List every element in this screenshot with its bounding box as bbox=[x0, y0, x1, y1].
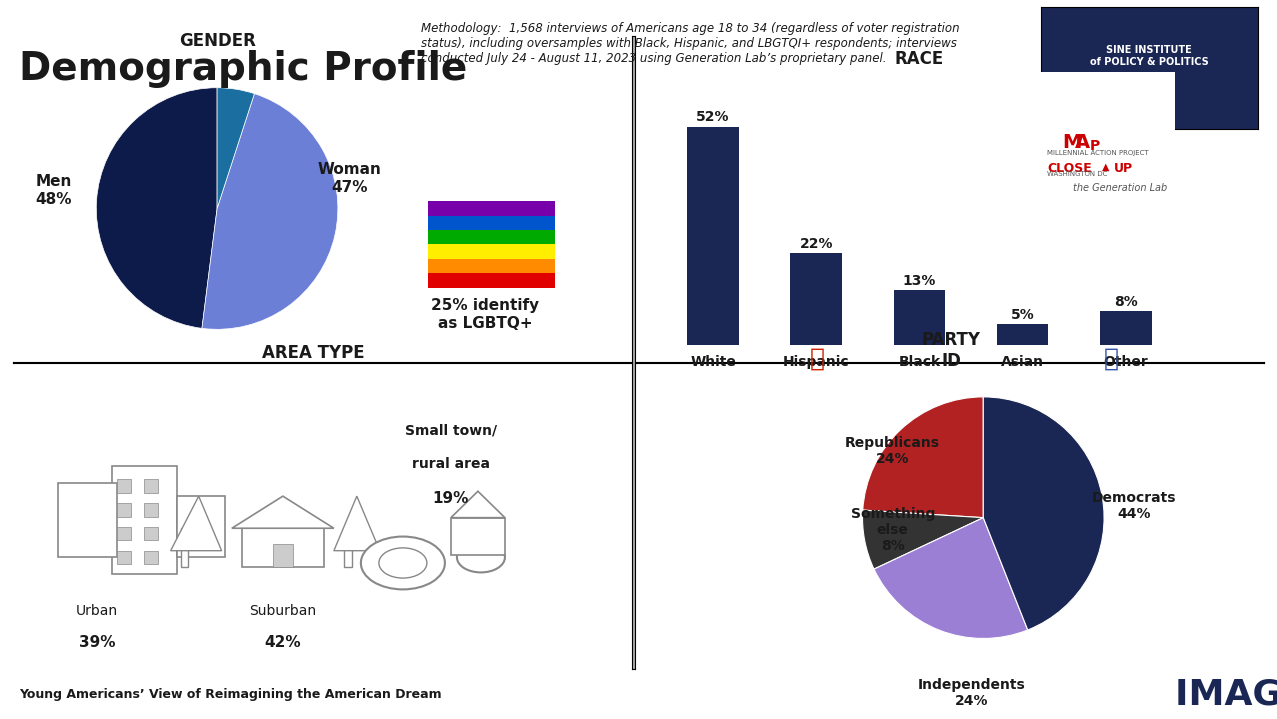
Polygon shape bbox=[451, 491, 504, 518]
Text: 8%: 8% bbox=[1114, 296, 1138, 309]
Text: Non-binary, other 5%: Non-binary, other 5% bbox=[97, 370, 264, 385]
Title: RACE: RACE bbox=[895, 50, 944, 68]
Text: the Generation Lab: the Generation Lab bbox=[1073, 183, 1167, 193]
Text: 52%: 52% bbox=[696, 111, 730, 124]
Text: Republicans
24%: Republicans 24% bbox=[845, 436, 940, 467]
Bar bbox=[687, 127, 739, 345]
Text: rural area: rural area bbox=[412, 457, 490, 471]
Bar bbox=[428, 273, 555, 288]
Bar bbox=[117, 479, 130, 493]
Circle shape bbox=[361, 536, 444, 590]
Bar bbox=[112, 466, 176, 574]
Bar bbox=[997, 324, 1048, 345]
Text: 🫏: 🫏 bbox=[1103, 347, 1119, 371]
Text: 13%: 13% bbox=[903, 275, 936, 288]
Text: A: A bbox=[1075, 133, 1091, 152]
Text: 39%: 39% bbox=[79, 635, 115, 650]
Bar bbox=[57, 482, 117, 557]
Text: Woman
47%: Woman 47% bbox=[318, 162, 382, 195]
Bar bbox=[428, 244, 555, 259]
Text: IMAGE 1: IMAGE 1 bbox=[1175, 678, 1277, 712]
Bar bbox=[144, 503, 158, 516]
Bar bbox=[144, 479, 158, 493]
Text: Urban: Urban bbox=[75, 605, 117, 618]
Bar bbox=[428, 230, 555, 244]
Text: Independents
24%: Independents 24% bbox=[917, 678, 1025, 708]
Text: ▲: ▲ bbox=[1102, 162, 1110, 172]
Text: MILLENNIAL ACTION PROJECT: MILLENNIAL ACTION PROJECT bbox=[1047, 150, 1149, 155]
Text: Methodology:  1,568 interviews of Americans age 18 to 34 (regardless of voter re: Methodology: 1,568 interviews of America… bbox=[421, 22, 960, 65]
Text: UP: UP bbox=[1114, 162, 1133, 175]
Text: Demographic Profile: Demographic Profile bbox=[19, 50, 467, 88]
Text: Small town/: Small town/ bbox=[405, 423, 497, 437]
Bar bbox=[117, 503, 130, 516]
Wedge shape bbox=[217, 88, 254, 209]
Text: Democrats
44%: Democrats 44% bbox=[1092, 490, 1176, 521]
Text: Men
48%: Men 48% bbox=[36, 174, 73, 206]
Text: 19%: 19% bbox=[433, 491, 469, 506]
Bar bbox=[428, 216, 555, 230]
Bar bbox=[451, 518, 504, 555]
Text: 22%: 22% bbox=[799, 237, 833, 250]
Circle shape bbox=[379, 548, 427, 578]
Text: CLOSE: CLOSE bbox=[1047, 162, 1092, 175]
Title: GENDER: GENDER bbox=[179, 32, 255, 50]
Polygon shape bbox=[171, 496, 222, 551]
Bar bbox=[243, 528, 323, 567]
Text: Something
else
8%: Something else 8% bbox=[850, 507, 935, 553]
Wedge shape bbox=[862, 510, 983, 569]
Title: AREA TYPE: AREA TYPE bbox=[262, 344, 364, 362]
Polygon shape bbox=[232, 496, 333, 528]
Bar bbox=[790, 252, 842, 345]
Bar bbox=[273, 544, 292, 567]
Text: Young Americans’ View of Reimagining the American Dream: Young Americans’ View of Reimagining the… bbox=[19, 688, 442, 701]
Polygon shape bbox=[333, 496, 379, 551]
Text: P: P bbox=[1089, 139, 1099, 152]
Bar bbox=[344, 528, 351, 567]
Wedge shape bbox=[202, 93, 338, 329]
Text: SINE INSTITUTE
of POLICY & POLITICS: SINE INSTITUTE of POLICY & POLITICS bbox=[1091, 45, 1208, 67]
Circle shape bbox=[457, 542, 504, 572]
Bar bbox=[144, 551, 158, 564]
Wedge shape bbox=[983, 397, 1105, 630]
Wedge shape bbox=[873, 518, 1028, 638]
Wedge shape bbox=[863, 397, 983, 518]
Text: Suburban: Suburban bbox=[249, 605, 317, 618]
Bar bbox=[176, 496, 225, 557]
Bar bbox=[1099, 311, 1152, 345]
Text: PARTY
ID: PARTY ID bbox=[922, 331, 981, 370]
Bar bbox=[181, 528, 189, 567]
Text: M: M bbox=[1062, 133, 1082, 152]
Bar bbox=[144, 527, 158, 541]
Text: 42%: 42% bbox=[264, 635, 301, 650]
Text: 🐘: 🐘 bbox=[810, 347, 825, 371]
Bar bbox=[894, 290, 945, 345]
Wedge shape bbox=[96, 88, 217, 329]
Bar bbox=[428, 259, 555, 273]
Text: WASHINGTON DC: WASHINGTON DC bbox=[1047, 171, 1107, 177]
Text: 5%: 5% bbox=[1011, 308, 1034, 322]
Text: 25% identify
as LGBTQ+: 25% identify as LGBTQ+ bbox=[432, 298, 539, 331]
Bar bbox=[117, 527, 130, 541]
Bar bbox=[428, 201, 555, 216]
Bar bbox=[117, 551, 130, 564]
